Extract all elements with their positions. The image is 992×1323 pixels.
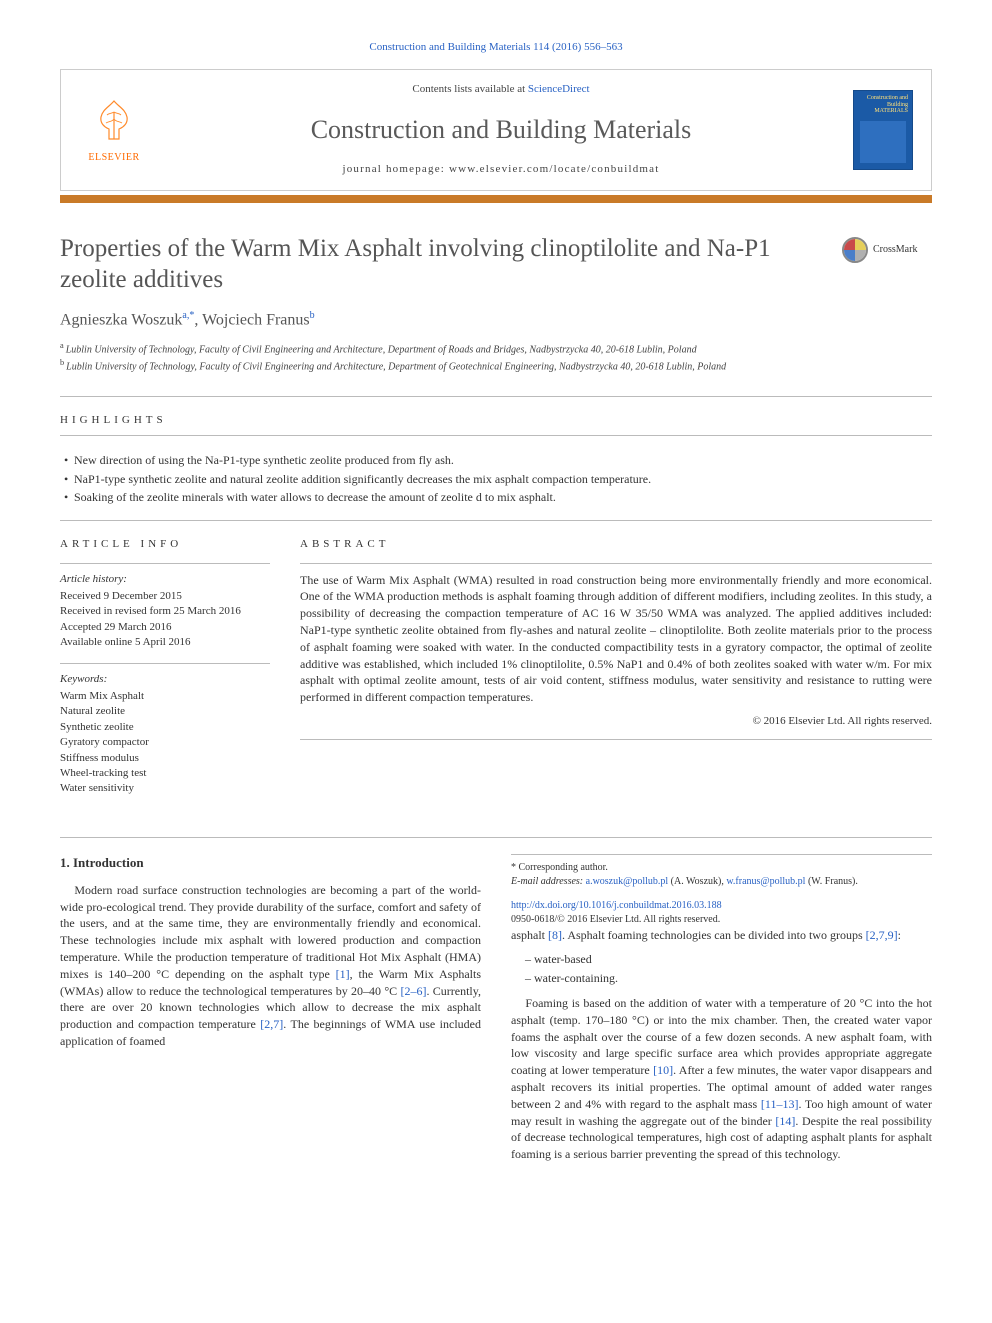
abstract-label: ABSTRACT xyxy=(300,537,932,552)
crossmark-badge[interactable]: CrossMark xyxy=(842,237,932,263)
highlight-item: NaP1-type synthetic zeolite and natural … xyxy=(64,471,932,488)
history-line: Accepted 29 March 2016 xyxy=(60,620,270,635)
highlight-item: Soaking of the zeolite minerals with wat… xyxy=(64,489,932,506)
history-heading: Article history: xyxy=(60,572,270,587)
email-who: (W. Franus). xyxy=(805,876,857,887)
list-item: water-based xyxy=(525,951,932,968)
cover-title: Construction and Building MATERIALS xyxy=(858,95,908,115)
publisher-name: ELSEVIER xyxy=(79,151,149,165)
journal-homepage: journal homepage: www.elsevier.com/locat… xyxy=(167,162,835,177)
email-who: (A. Woszuk), xyxy=(668,876,726,887)
body-paragraph: asphalt [8]. Asphalt foaming technologie… xyxy=(511,927,932,944)
contents-pre: Contents lists available at xyxy=(412,83,527,95)
divider xyxy=(60,563,270,564)
authors-line: Agnieszka Woszuka,*, Wojciech Franusb xyxy=(60,309,932,332)
citation-link[interactable]: [8] xyxy=(548,928,562,942)
highlights-label: HIGHLIGHTS xyxy=(60,413,932,428)
citation-link[interactable]: [2–6] xyxy=(400,984,426,998)
author-1-affil: a,* xyxy=(182,310,194,321)
text-run: : xyxy=(898,928,901,942)
journal-cover-thumbnail: Construction and Building MATERIALS xyxy=(853,90,913,170)
keyword: Warm Mix Asphalt xyxy=(60,689,270,704)
journal-name: Construction and Building Materials xyxy=(167,112,835,148)
divider xyxy=(60,396,932,397)
author-1: Agnieszka Woszuk xyxy=(60,311,182,328)
divider-bar xyxy=(60,195,932,203)
section-heading: 1. Introduction xyxy=(60,854,481,872)
citation-link[interactable]: [11–13] xyxy=(761,1097,799,1111)
citation-link[interactable]: [2,7,9] xyxy=(866,928,898,942)
citation-link[interactable]: [10] xyxy=(653,1063,673,1077)
contents-available: Contents lists available at ScienceDirec… xyxy=(167,82,835,97)
doi-link[interactable]: http://dx.doi.org/10.1016/j.conbuildmat.… xyxy=(511,900,722,911)
keywords-block: Keywords: Warm Mix Asphalt Natural zeoli… xyxy=(60,672,270,797)
highlights-list: New direction of using the Na-P1-type sy… xyxy=(60,452,932,506)
body-two-column: 1. Introduction Modern road surface cons… xyxy=(60,854,932,1163)
doi-block: http://dx.doi.org/10.1016/j.conbuildmat.… xyxy=(511,899,932,927)
email-label: E-mail addresses: xyxy=(511,876,586,887)
keyword: Natural zeolite xyxy=(60,704,270,719)
divider xyxy=(60,663,270,664)
issn-line: 0950-0618/© 2016 Elsevier Ltd. All right… xyxy=(511,913,932,927)
author-2-affil: b xyxy=(310,310,315,321)
crossmark-label: CrossMark xyxy=(873,243,917,257)
list-item: water-containing. xyxy=(525,970,932,987)
author-2: Wojciech Franus xyxy=(202,311,310,328)
header-center: Contents lists available at ScienceDirec… xyxy=(167,82,835,177)
sciencedirect-link[interactable]: ScienceDirect xyxy=(528,83,590,95)
corr-mark: * xyxy=(511,862,516,873)
keywords-heading: Keywords: xyxy=(60,672,270,687)
abstract-column: ABSTRACT The use of Warm Mix Asphalt (WM… xyxy=(300,537,932,808)
history-line: Available online 5 April 2016 xyxy=(60,635,270,650)
email-link[interactable]: w.franus@pollub.pl xyxy=(726,876,805,887)
citation-link[interactable]: [1] xyxy=(336,967,350,981)
body-paragraph: Modern road surface construction technol… xyxy=(60,882,481,1050)
article-info-label: ARTICLE INFO xyxy=(60,537,270,552)
highlight-item: New direction of using the Na-P1-type sy… xyxy=(64,452,932,469)
groups-list: water-based water-containing. xyxy=(525,951,932,987)
homepage-pre: journal homepage: xyxy=(342,163,449,175)
keyword: Stiffness modulus xyxy=(60,751,270,766)
elsevier-tree-icon xyxy=(89,95,139,145)
email-link[interactable]: a.woszuk@pollub.pl xyxy=(586,876,669,887)
keyword: Wheel-tracking test xyxy=(60,766,270,781)
author-sep: , xyxy=(194,311,202,328)
footnotes: * Corresponding author. E-mail addresses… xyxy=(511,854,932,927)
body-paragraph: Foaming is based on the addition of wate… xyxy=(511,995,932,1163)
keyword: Gyratory compactor xyxy=(60,735,270,750)
history-line: Received 9 December 2015 xyxy=(60,589,270,604)
text-run: . Asphalt foaming technologies can be di… xyxy=(562,928,866,942)
aff-a: Lublin University of Technology, Faculty… xyxy=(66,344,697,355)
article-title: Properties of the Warm Mix Asphalt invol… xyxy=(60,233,822,296)
aff-a-sup: a xyxy=(60,341,64,350)
divider xyxy=(60,520,932,521)
aff-b-sup: b xyxy=(60,358,64,367)
citation-link[interactable]: [14] xyxy=(775,1114,795,1128)
homepage-url[interactable]: www.elsevier.com/locate/conbuildmat xyxy=(449,163,660,175)
divider xyxy=(300,739,932,740)
citation-link[interactable]: [2,7] xyxy=(260,1017,283,1031)
corr-text: Corresponding author. xyxy=(519,862,608,873)
article-info-column: ARTICLE INFO Article history: Received 9… xyxy=(60,537,270,808)
divider xyxy=(300,563,932,564)
abstract-text: The use of Warm Mix Asphalt (WMA) result… xyxy=(300,572,932,706)
divider xyxy=(60,837,932,838)
history-line: Received in revised form 25 March 2016 xyxy=(60,604,270,619)
aff-b: Lublin University of Technology, Faculty… xyxy=(66,361,726,372)
text-run: asphalt xyxy=(511,928,548,942)
keyword: Synthetic zeolite xyxy=(60,720,270,735)
article-history: Article history: Received 9 December 201… xyxy=(60,572,270,651)
top-citation: Construction and Building Materials 114 … xyxy=(60,40,932,55)
divider xyxy=(60,435,932,436)
cover-inner xyxy=(860,121,906,163)
journal-header: ELSEVIER Contents lists available at Sci… xyxy=(60,69,932,190)
affiliations: aLublin University of Technology, Facult… xyxy=(60,340,932,375)
keyword: Water sensitivity xyxy=(60,781,270,796)
publisher-logo: ELSEVIER xyxy=(79,95,149,166)
crossmark-icon xyxy=(842,237,868,263)
copyright: © 2016 Elsevier Ltd. All rights reserved… xyxy=(300,714,932,729)
